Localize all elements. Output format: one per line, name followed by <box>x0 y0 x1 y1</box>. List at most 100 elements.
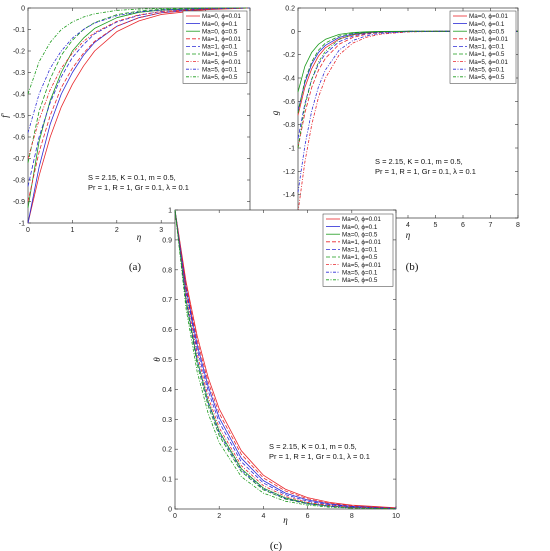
series-line <box>297 30 518 149</box>
parameter-annotation: Pr = 1, R = 1, Gr = 0.1, λ = 0.1 <box>375 167 476 176</box>
y-axis-label: f' <box>0 112 10 118</box>
legend-label: Ma=1, ϕ=0.01 <box>342 239 381 246</box>
legend-label: Ma=0, ϕ=0.01 <box>202 13 241 20</box>
x-tick-label: 4 <box>261 513 265 520</box>
caption-b: (b) <box>406 261 419 273</box>
y-tick-label: -1 <box>289 146 295 153</box>
series-line <box>27 7 250 95</box>
series-line <box>174 209 397 509</box>
series-line <box>174 209 397 510</box>
legend-box <box>449 10 517 84</box>
series-line <box>27 7 251 159</box>
x-tick-label: 8 <box>350 513 354 520</box>
legend-label: Ma=5, ϕ=0.5 <box>202 74 238 81</box>
series-line <box>27 7 251 224</box>
x-tick-label: 0 <box>173 513 177 520</box>
y-tick-label: 0.6 <box>162 327 172 334</box>
x-tick-label: 4 <box>406 222 410 229</box>
legend-label: Ma=5, ϕ=0.5 <box>342 277 378 284</box>
legend-label: Ma=0, ϕ=0.1 <box>469 21 505 28</box>
legend-label: Ma=0, ϕ=0.1 <box>342 224 378 231</box>
y-tick-label: -0.8 <box>283 122 295 129</box>
y-tick-label: 0.2 <box>162 447 172 454</box>
y-tick-label: -0.5 <box>13 113 25 120</box>
y-tick-label: -0.6 <box>13 135 25 142</box>
y-tick-label: -0.6 <box>283 99 295 106</box>
legend-label: Ma=0, ϕ=0.5 <box>202 28 238 35</box>
legend-label: Ma=1, ϕ=0.1 <box>469 44 505 51</box>
x-tick-label: 10 <box>392 513 400 520</box>
y-tick-label: 0.3 <box>162 417 172 424</box>
y-tick-label: 0 <box>21 6 25 13</box>
y-tick-label: 0.7 <box>162 297 172 304</box>
x-axis-label: η <box>283 515 288 525</box>
y-tick-label: -0.4 <box>13 92 25 99</box>
legend-label: Ma=5, ϕ=0.1 <box>342 269 378 276</box>
y-tick-label: -0.2 <box>283 52 295 59</box>
legend-label: Ma=5, ϕ=0.5 <box>469 74 505 81</box>
x-tick-label: 0 <box>26 227 30 234</box>
x-tick-label: 6 <box>306 513 310 520</box>
y-tick-label: 0 <box>291 29 295 36</box>
x-tick-label: 2 <box>115 227 119 234</box>
y-tick-label: -1 <box>19 221 25 228</box>
legend-label: Ma=0, ϕ=0.5 <box>342 231 378 238</box>
x-tick-label: 7 <box>489 222 493 229</box>
y-tick-label: -0.2 <box>13 49 25 56</box>
x-tick-label: 5 <box>434 222 438 229</box>
series-line <box>174 209 397 509</box>
legend-label: Ma=1, ϕ=0.5 <box>342 254 378 261</box>
legend-label: Ma=5, ϕ=0.01 <box>342 262 381 269</box>
x-axis-label: η <box>137 232 142 242</box>
y-tick-label: -0.1 <box>13 27 25 34</box>
series-line <box>27 7 251 133</box>
legend-label: Ma=1, ϕ=0.5 <box>202 51 238 58</box>
series-line <box>27 7 251 224</box>
legend-label: Ma=1, ϕ=0.5 <box>469 51 505 58</box>
legend-box <box>322 213 394 287</box>
panel-c-chart: 0 2 4 6 8 10 0 0.1 0.2 0.3 0.4 0.5 0.6 0.7 0.8 0.9 1 η θ S … <box>152 208 400 526</box>
y-tick-label: -0.3 <box>13 70 25 77</box>
y-tick-label: -0.7 <box>13 156 25 163</box>
legend-label: Ma=5, ϕ=0.1 <box>202 66 238 73</box>
panel-a-chart: 012345-1-0.9-0.8-0.7-0.6-0.5-0.4-0.3-0.2… <box>0 6 252 243</box>
y-axis-label: g <box>270 110 280 115</box>
y-tick-label: 0.9 <box>162 237 172 244</box>
parameter-annotation: S = 2.15, K = 0.1, m = 0.5, <box>375 157 463 166</box>
x-tick-label: 3 <box>159 227 163 234</box>
panel-b-chart: 012345678-1.6-1.4-1.2-1-0.8-0.6-0.4-0.20… <box>270 6 520 241</box>
y-tick-label: 0 <box>168 507 172 514</box>
y-tick-label: 0.5 <box>162 357 172 364</box>
legend-label: Ma=5, ϕ=0.01 <box>469 59 508 66</box>
y-tick-label: 0.4 <box>162 387 172 394</box>
x-tick-label: 8 <box>516 222 520 229</box>
y-tick-label: -0.4 <box>283 76 295 83</box>
series-line <box>174 209 397 510</box>
legend-label: Ma=1, ϕ=0.01 <box>469 36 508 43</box>
y-tick-label: 0.2 <box>285 6 295 13</box>
legend-label: Ma=1, ϕ=0.1 <box>202 44 238 51</box>
y-tick-label: -1.4 <box>283 192 295 199</box>
y-tick-label: -0.9 <box>13 199 25 206</box>
parameter-annotation: Pr = 1, R = 1, Gr = 0.1, λ = 0.1 <box>269 452 370 461</box>
x-axis-label: η <box>406 230 411 240</box>
caption-c: (c) <box>270 540 283 551</box>
y-tick-label: -1.2 <box>283 169 295 176</box>
parameter-annotation: S = 2.15, K = 0.1, m = 0.5, <box>269 442 357 451</box>
y-tick-label: -0.8 <box>13 178 25 185</box>
caption-a: (a) <box>129 261 142 273</box>
y-axis-label: θ <box>152 357 162 362</box>
legend-label: Ma=1, ϕ=0.1 <box>342 247 378 254</box>
parameter-annotation: S = 2.15, K = 0.1, m = 0.5, <box>88 173 176 182</box>
series-line <box>174 209 397 509</box>
legend-label: Ma=0, ϕ=0.01 <box>469 13 508 20</box>
legend-label: Ma=0, ϕ=0.1 <box>202 21 238 28</box>
x-tick-label: 6 <box>461 222 465 229</box>
y-tick-label: 0.1 <box>162 477 172 484</box>
parameter-annotation: Pr = 1, R = 1, Gr = 0.1, λ = 0.1 <box>88 183 189 192</box>
series-line <box>174 209 397 509</box>
legend-box <box>182 10 248 84</box>
legend-label: Ma=5, ϕ=0.01 <box>202 59 241 66</box>
series-line <box>174 209 397 509</box>
